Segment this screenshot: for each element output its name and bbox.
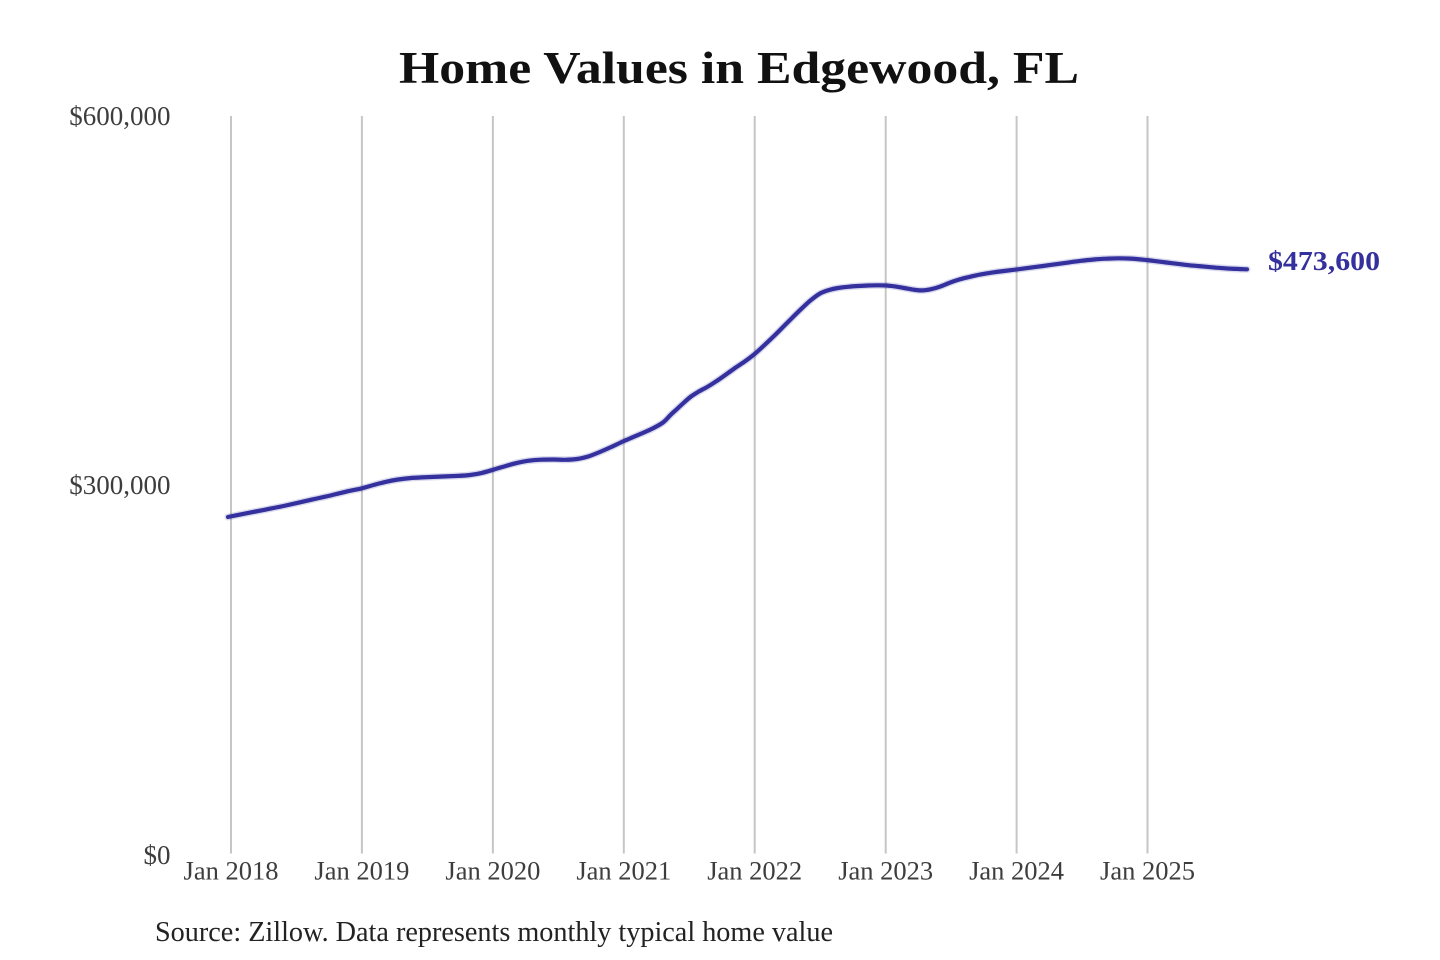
svg-text:Jan 2024: Jan 2024 [969,856,1064,886]
svg-text:Jan 2025: Jan 2025 [1100,856,1195,886]
svg-text:$473,600: $473,600 [1268,245,1380,276]
svg-text:Source: Zillow. Data represent: Source: Zillow. Data represents monthly … [155,916,833,948]
svg-text:$0: $0 [144,840,171,870]
svg-text:Jan 2018: Jan 2018 [184,856,279,886]
svg-text:Jan 2021: Jan 2021 [576,856,671,886]
svg-text:Jan 2022: Jan 2022 [707,856,802,886]
svg-text:Jan 2020: Jan 2020 [445,856,540,886]
svg-text:$300,000: $300,000 [69,470,170,500]
svg-text:Jan 2023: Jan 2023 [838,856,933,886]
svg-text:Home Values in Edgewood, FL: Home Values in Edgewood, FL [399,43,1079,93]
svg-text:$600,000: $600,000 [69,101,170,131]
svg-text:Jan 2019: Jan 2019 [314,856,409,886]
